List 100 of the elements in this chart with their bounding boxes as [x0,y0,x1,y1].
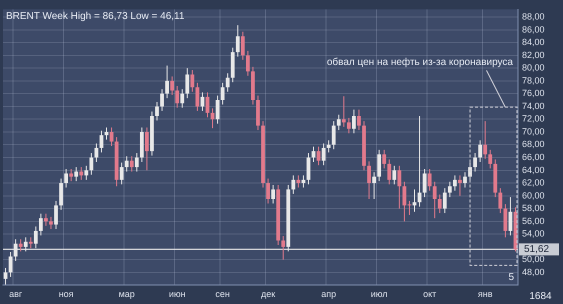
y-tick-label: 56,00 [522,216,545,226]
y-tick-label: 78,00 [522,75,545,86]
annotation: обвал цен на нефть из-за коронавируса [326,57,514,68]
candlestick [508,196,512,236]
candlestick [145,127,149,171]
ref-line-label: 51,62 [524,244,550,256]
y-tick-label: 68,00 [522,139,545,150]
y-tick-label: 54,00 [522,228,545,239]
candlestick [463,172,467,188]
candlestick [342,96,346,128]
y-tick-label: 58,00 [522,203,545,214]
candlestick [180,88,184,108]
candlestick [302,174,306,188]
candlestick [281,236,286,260]
candlestick [240,31,245,60]
annotation: 5 [508,272,514,283]
y-tick-label: 82,00 [522,50,545,60]
candlestick [387,158,392,185]
candlestick [448,181,452,198]
candlestick [124,156,129,172]
candlestick [190,70,194,92]
x-tick-label: дек [260,289,276,300]
chart-title: BRENT Week High = 86,73 Low = 46,11 [6,11,185,22]
candlestick [498,188,502,214]
candlestick [392,165,396,185]
candlestick [210,108,214,129]
y-tick-label: 66,00 [522,152,545,162]
candlestick [155,101,159,121]
candlestick [120,162,124,185]
candlestick [110,127,114,147]
candlestick [134,152,139,172]
candlestick [130,156,134,172]
y-tick-label: 70,00 [522,126,545,136]
candlestick [185,68,190,99]
candlestick [266,178,270,204]
candlestick [352,109,356,134]
candlestick [483,120,488,160]
candlestick [452,174,457,192]
candlestick [236,24,240,58]
candlestick [473,152,477,172]
candlestick [357,109,361,131]
candlestick [74,166,78,182]
candlestick [316,146,320,166]
candlestick [412,188,416,212]
candlestick [372,172,376,200]
candlestick [332,120,336,150]
x-tick-label: июн [168,289,186,300]
candlestick [100,130,104,153]
candlestick [175,86,180,108]
candlestick [200,92,204,112]
candlestick [49,216,53,230]
candlestick [170,76,174,96]
candlestick [438,194,442,214]
candlestick [94,142,98,162]
candlestick [326,140,331,153]
candlestick [206,92,210,118]
candlestick [442,188,447,214]
candlestick [104,127,108,140]
candlestick [367,160,371,200]
candlestick [397,165,402,210]
x-tick-label: авг [9,289,23,300]
text: 1684 [529,290,552,302]
x-tick-label: янв [478,289,493,300]
candlestick [322,142,326,166]
y-tick-label: 80,00 [522,62,545,73]
candlestick [478,140,482,162]
x-tick-label: ноя [58,289,74,300]
candlestick [54,200,58,230]
candlestick [8,252,12,278]
y-tick-label: 50,00 [522,254,545,264]
y-tick-label: 76,00 [522,88,545,98]
candlestick [44,213,48,226]
candlestick [165,65,169,99]
candlestick [382,149,386,169]
candlestick [488,149,492,169]
candlestick [428,168,432,192]
candlestick [418,116,422,208]
y-tick-label: 74,00 [522,100,545,111]
candlestick [226,72,230,92]
candlestick [246,50,250,76]
candlestick [84,165,88,180]
y-tick-label: 62,00 [522,178,545,188]
y-tick-label: 60,00 [522,190,545,200]
y-tick-label: 84,00 [522,37,545,48]
x-tick-label: июл [370,289,388,300]
candlestick [271,184,276,204]
x-tick-label: сен [215,289,230,300]
y-tick-label: 72,00 [522,114,545,124]
x-tick-label: апр [321,289,336,300]
y-tick-label: 64,00 [522,164,545,175]
candlestick [377,149,382,182]
y-tick-label: 88,00 [522,12,545,22]
candlestick [18,238,23,252]
candlestick [220,82,225,106]
candlestick [296,174,300,188]
candlestick [432,181,437,219]
candlestick [160,88,164,112]
x-tick-label: мар [118,289,135,300]
candlestick [291,174,296,194]
candlestick [4,267,8,285]
